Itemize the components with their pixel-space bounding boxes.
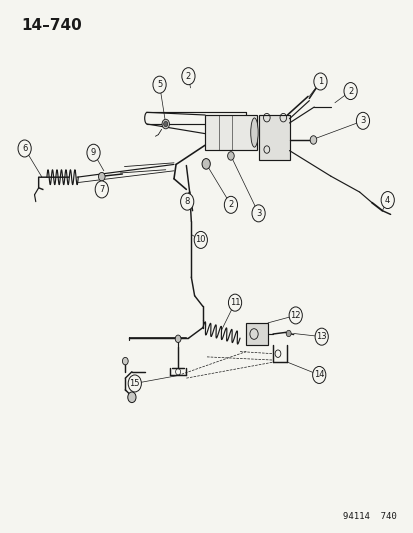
Text: 6: 6 (22, 144, 27, 153)
Text: 2: 2 (228, 200, 233, 209)
Circle shape (202, 159, 210, 169)
Circle shape (98, 172, 105, 181)
Circle shape (181, 68, 195, 85)
Circle shape (95, 181, 108, 198)
Circle shape (227, 152, 234, 160)
FancyBboxPatch shape (246, 323, 267, 345)
Text: 12: 12 (290, 311, 300, 320)
Text: 2: 2 (185, 71, 190, 80)
Text: 14–740: 14–740 (21, 18, 82, 33)
Ellipse shape (250, 118, 258, 147)
Circle shape (285, 330, 290, 337)
Circle shape (175, 335, 180, 343)
Circle shape (87, 144, 100, 161)
Text: 11: 11 (229, 298, 240, 307)
Text: 8: 8 (184, 197, 190, 206)
Text: 94114  740: 94114 740 (342, 512, 396, 521)
Text: 7: 7 (99, 185, 104, 194)
Text: 1: 1 (317, 77, 322, 86)
Circle shape (343, 83, 356, 100)
Text: 9: 9 (91, 148, 96, 157)
Text: 5: 5 (157, 80, 162, 89)
Circle shape (180, 193, 193, 210)
Text: 10: 10 (195, 236, 206, 245)
Circle shape (161, 119, 169, 129)
Text: 14: 14 (313, 370, 324, 379)
Circle shape (380, 191, 393, 208)
Text: 3: 3 (255, 209, 261, 218)
Circle shape (163, 122, 167, 127)
Circle shape (356, 112, 369, 130)
Circle shape (252, 205, 265, 222)
Text: 3: 3 (359, 116, 365, 125)
Circle shape (194, 231, 207, 248)
Text: 15: 15 (129, 379, 140, 388)
Text: 2: 2 (347, 86, 352, 95)
Text: 13: 13 (316, 332, 326, 341)
Circle shape (228, 294, 241, 311)
FancyBboxPatch shape (258, 115, 289, 160)
FancyBboxPatch shape (204, 115, 256, 150)
Circle shape (309, 136, 316, 144)
Circle shape (312, 367, 325, 383)
Circle shape (288, 307, 301, 324)
Circle shape (224, 196, 237, 213)
Circle shape (313, 73, 326, 90)
Circle shape (152, 76, 166, 93)
Text: 4: 4 (384, 196, 389, 205)
Circle shape (18, 140, 31, 157)
Circle shape (122, 358, 128, 365)
Circle shape (128, 375, 141, 392)
Circle shape (128, 392, 136, 402)
Circle shape (314, 328, 328, 345)
